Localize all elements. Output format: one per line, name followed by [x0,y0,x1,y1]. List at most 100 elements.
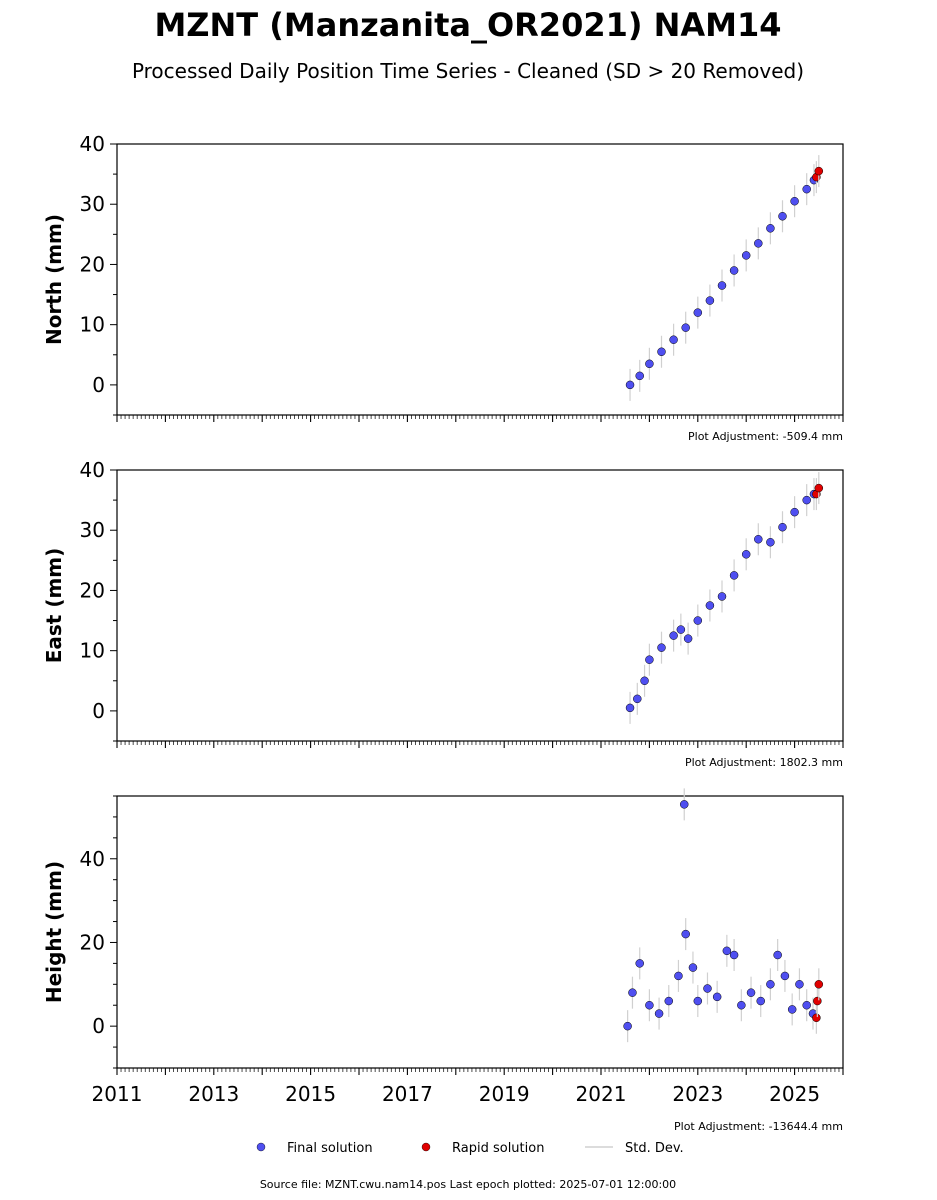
y-tick-label: 10 [80,639,105,663]
final-point [633,694,642,704]
final-point [787,1005,797,1014]
x-tick-label: 2017 [382,1082,433,1106]
final-point [741,550,751,559]
final-point [688,963,698,972]
panel-2: 0 20 40 Height (mm) 2011 2013 2015 2017 2019 2021… [42,788,844,1133]
final-point [773,950,782,960]
y-tick-label: 40 [80,132,105,156]
final-point [741,251,751,260]
final-point [625,380,635,390]
panel-1: 0 10 20 30 40 East (mm) Plot Adjustment: 1802.… [42,458,844,769]
final-point [756,996,765,1006]
final-point [795,980,804,989]
final-point [645,359,654,369]
axes-frame [116,795,844,1069]
axes-frame [116,469,844,742]
final-point [669,335,678,344]
y-axis-label: North (mm) [42,214,66,345]
plot-adjustment: Plot Adjustment: -13644.4 mm [674,1120,843,1133]
final-point [712,992,722,1002]
final-point [705,601,715,610]
plot-adjustment: Plot Adjustment: -509.4 mm [688,430,843,443]
y-tick-label: 0 [92,699,105,723]
legend-final-marker [256,1142,266,1152]
final-point [780,971,790,981]
final-point [657,643,666,652]
final-point [754,239,763,248]
final-point [766,224,775,233]
final-point [676,625,686,634]
final-point [635,959,644,968]
x-tick-label: 2015 [285,1082,336,1106]
final-point [683,634,693,643]
x-tick-label: 2013 [188,1082,239,1106]
rapid-point [814,980,824,989]
legend-rapid-marker [421,1142,431,1152]
final-point [729,571,739,580]
final-point [790,196,799,206]
final-point [722,946,732,956]
y-tick-label: 0 [92,373,105,397]
final-point [746,988,756,997]
legend-rapid-label: Rapid solution [452,1141,544,1156]
panels: 0 10 20 30 40 North (mm) Plot Adjustment: -509… [42,132,844,1133]
rapid-point [814,166,824,176]
y-tick-label: 30 [80,192,105,216]
final-point [802,1000,811,1010]
x-tick-label: 2011 [92,1082,143,1106]
final-point [657,347,666,357]
y-tick-label: 10 [80,313,105,337]
final-point [778,212,787,221]
final-point [754,535,763,544]
final-point [628,988,637,997]
legend-std-label: Std. Dev. [625,1141,684,1156]
rapid-point [812,1013,821,1023]
final-point [705,296,715,305]
final-point [729,950,739,960]
x-tick-label: 2019 [479,1082,530,1106]
panel-0: 0 10 20 30 40 North (mm) Plot Adjustment: -509… [42,132,844,443]
chart-title: MZNT (Manzanita_OR2021) NAM14 [154,6,781,44]
final-point [729,266,739,275]
y-axis-label: Height (mm) [42,861,66,1003]
final-point [654,1009,664,1018]
chart-subtitle: Processed Daily Position Time Series - C… [132,59,804,83]
x-tick-label: 2021 [576,1082,627,1106]
y-tick-label: 20 [80,578,105,602]
y-tick-label: 40 [80,847,105,871]
final-point [737,1000,746,1010]
y-tick-label: 0 [92,1014,105,1038]
final-point [674,971,683,981]
final-point [625,703,635,713]
final-point [645,655,654,664]
final-point [802,184,811,194]
final-point [664,996,674,1006]
y-tick-label: 20 [80,930,105,954]
final-point [766,980,775,989]
final-point [790,507,799,517]
footer-source: Source file: MZNT.cwu.nam14.pos Last epo… [260,1178,676,1191]
y-tick-label: 40 [80,458,105,482]
final-point [717,281,727,290]
rapid-point [814,483,824,493]
final-point [640,676,649,686]
final-point [703,984,712,993]
y-tick-label: 20 [80,252,105,276]
final-point [693,616,703,625]
final-point [679,800,689,809]
final-point [645,1000,654,1010]
final-point [669,631,678,640]
final-point [681,323,690,332]
final-point [778,522,787,532]
y-tick-label: 30 [80,518,105,542]
legend-final-label: Final solution [287,1141,373,1156]
rapid-point [813,996,822,1006]
plot-adjustment: Plot Adjustment: 1802.3 mm [685,756,843,769]
final-point [802,495,811,505]
final-point [766,538,775,547]
final-point [693,308,703,317]
y-axis-label: East (mm) [42,548,66,664]
final-point [635,371,644,381]
legend: Final solution Rapid solution Std. Dev. [256,1141,684,1156]
